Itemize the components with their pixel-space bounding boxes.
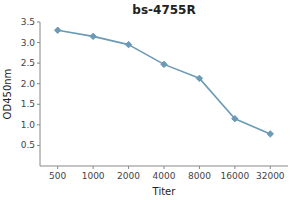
x-tick [199, 166, 200, 169]
x-tick [234, 166, 235, 169]
point [90, 33, 96, 39]
y-tick-label: 2.5 [21, 58, 35, 68]
x-tick [57, 166, 58, 169]
point [196, 75, 202, 81]
x-tick-label: 32000 [256, 171, 285, 181]
x-tick-label: 16000 [221, 171, 250, 181]
chart: bs-4755R 0.5 1.0 1.5 2.0 2.5 3.0 3.5 500 1000 2000… [0, 0, 300, 200]
y-tick-label: 0.5 [21, 140, 35, 150]
x-tick [128, 166, 129, 169]
y-axis-line [40, 22, 41, 166]
x-tick-label: 2000 [117, 171, 140, 181]
y-axis-label: OD450nm [2, 69, 13, 120]
point [55, 27, 61, 33]
y-tick-label: 3.0 [21, 38, 36, 48]
x-tick-label: 1000 [82, 171, 105, 181]
x-tick [93, 166, 94, 169]
point [125, 41, 131, 47]
y-axis: 0.5 1.0 1.5 2.0 2.5 3.0 3.5 [21, 17, 40, 166]
y-tick-label: 3.5 [21, 17, 35, 27]
plot-area [55, 27, 274, 137]
x-tick-label: 4000 [153, 171, 176, 181]
point [161, 61, 167, 67]
y-tick-label: 2.0 [21, 79, 36, 89]
x-axis: 500 1000 2000 4000 8000 16000 32000 [40, 166, 288, 181]
x-tick [270, 166, 271, 169]
point [232, 115, 238, 121]
x-tick-label: 8000 [188, 171, 211, 181]
y-tick-label: 1.0 [21, 120, 36, 130]
title: bs-4755R [132, 3, 195, 17]
line [58, 30, 271, 134]
point [267, 131, 273, 137]
y-tick-label: 1.5 [21, 99, 35, 109]
x-tick [164, 166, 165, 169]
x-tick-label: 500 [49, 171, 66, 181]
x-axis-label: Titer [152, 186, 177, 197]
